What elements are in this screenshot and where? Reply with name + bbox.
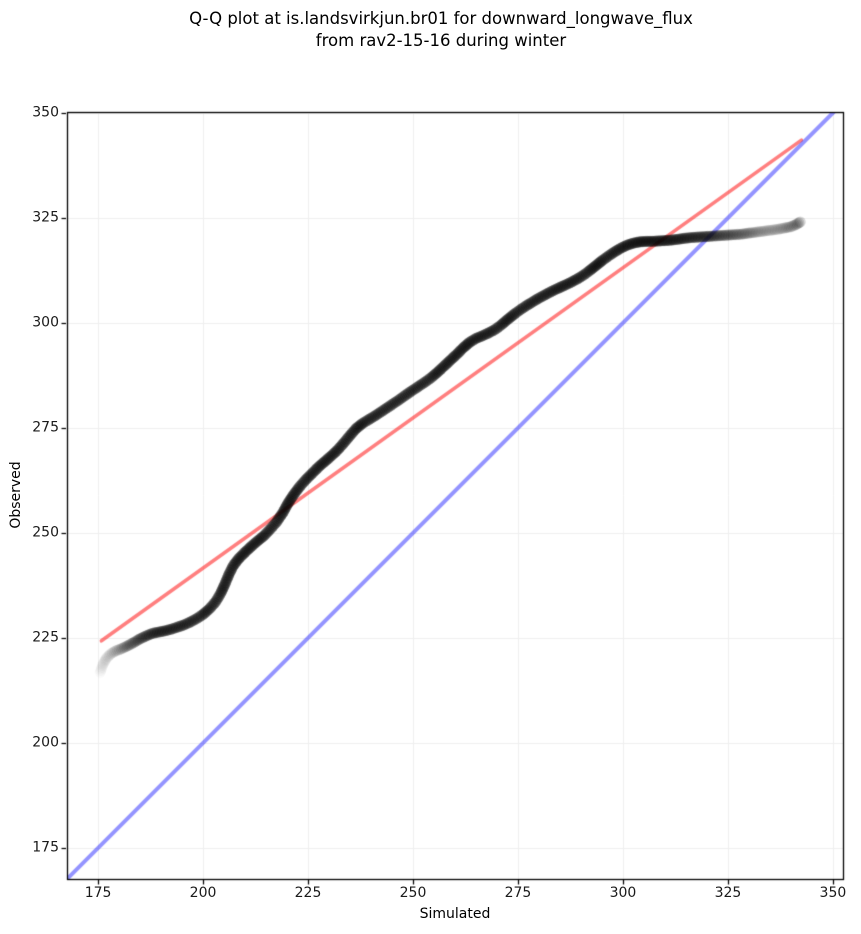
y-tick-label: 350 xyxy=(32,104,59,121)
x-tick-label: 225 xyxy=(294,885,322,901)
x-tick-label: 250 xyxy=(399,885,427,901)
y-tick-label: 300 xyxy=(32,314,59,331)
y-tick-label: 200 xyxy=(32,734,59,751)
x-axis-label: Simulated xyxy=(419,906,491,922)
x-tick-label: 350 xyxy=(819,885,847,901)
x-tick-label: 175 xyxy=(84,885,112,901)
x-tick-label: 200 xyxy=(189,885,217,901)
y-tick-label: 325 xyxy=(32,209,59,226)
x-tick-label: 300 xyxy=(609,885,637,901)
y-tick-label: 225 xyxy=(32,629,59,646)
y-tick-label: 175 xyxy=(32,839,59,856)
x-tick-label: 325 xyxy=(714,885,742,901)
x-tick-label: 275 xyxy=(504,885,532,901)
y-tick-label: 250 xyxy=(32,524,59,541)
y-tick-label: 275 xyxy=(32,419,59,436)
y-axis-label: Observed xyxy=(8,461,24,529)
